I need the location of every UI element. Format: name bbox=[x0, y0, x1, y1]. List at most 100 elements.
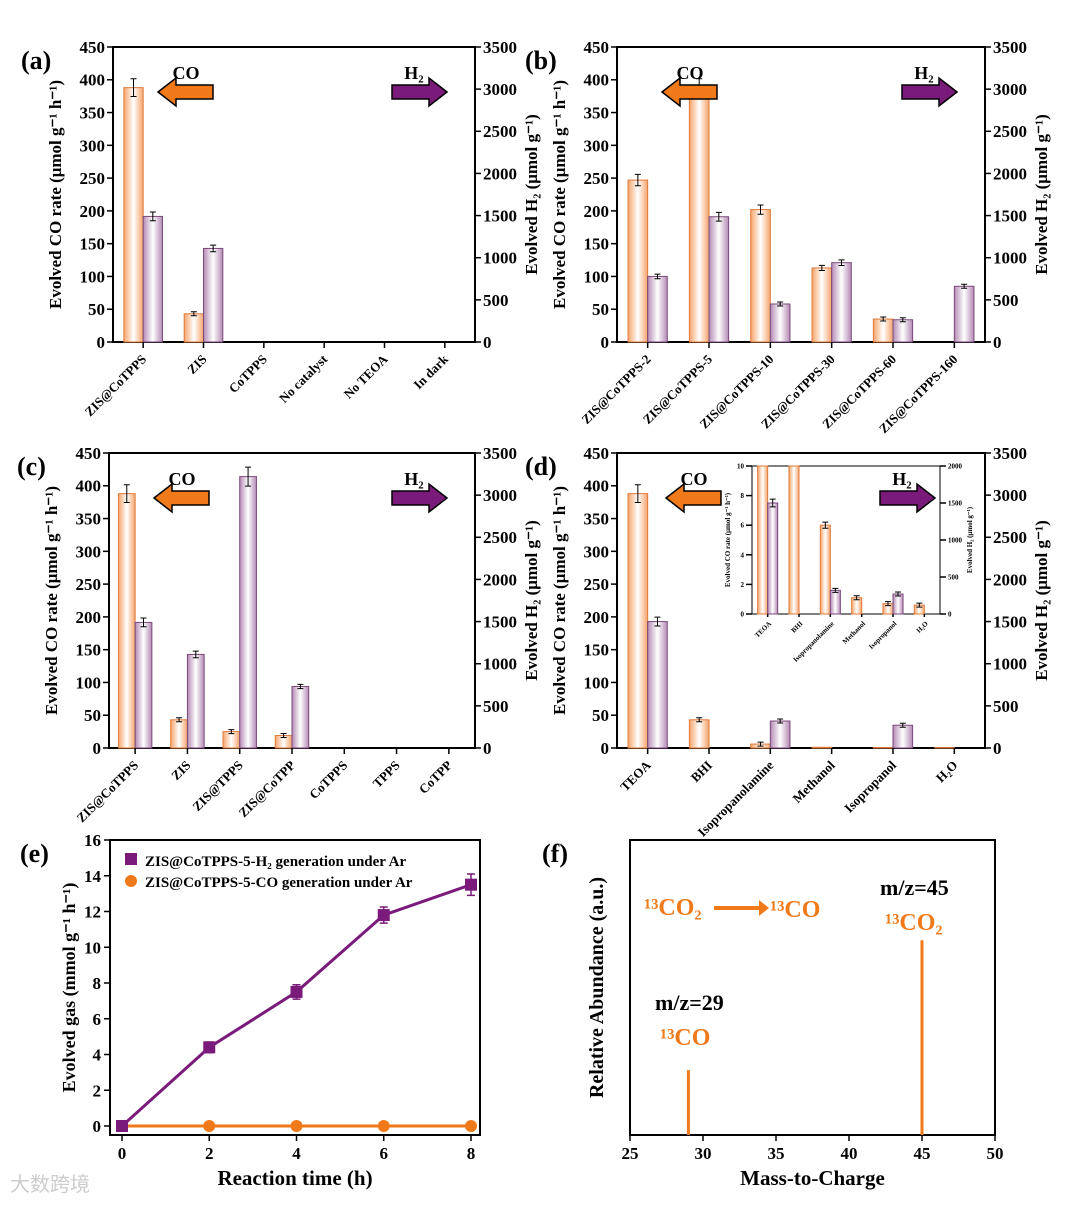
co-arrow bbox=[664, 482, 722, 514]
y-axis-tick-label: 0 bbox=[601, 333, 610, 352]
y-axis-tick-label: 300 bbox=[80, 136, 106, 155]
bar-co bbox=[750, 209, 771, 343]
y-axis-tick-label: 250 bbox=[80, 169, 106, 188]
plot-frame bbox=[751, 465, 941, 615]
y-axis-tick-label: 150 bbox=[584, 641, 610, 660]
x-tick-label: 2 bbox=[205, 1144, 214, 1163]
error-bar bbox=[280, 733, 287, 739]
y2-axis-tick-label: 2000 bbox=[483, 164, 517, 183]
x-tick-label: 50 bbox=[987, 1144, 1004, 1163]
y2-axis-tick-label: 0 bbox=[993, 739, 1002, 758]
y-axis-tick-label: 400 bbox=[584, 477, 610, 496]
y2-axis-tick-label: 500 bbox=[993, 697, 1019, 716]
y-axis-tick-label: 100 bbox=[80, 267, 106, 286]
y-axis-tick-label: 50 bbox=[84, 706, 101, 725]
y2-axis-tick-label: 2500 bbox=[483, 122, 517, 141]
bar-h2 bbox=[203, 247, 224, 343]
y-tick-label: 0 bbox=[93, 1117, 102, 1136]
peak2-label: ¹³CO₂ bbox=[885, 910, 943, 936]
y-axis-title: Evolved CO rate (μmol g⁻¹ h⁻¹) bbox=[550, 80, 569, 309]
y-tick-label: 2 bbox=[93, 1081, 102, 1100]
y-axis-title: Relative Abundance (a.u.) bbox=[586, 877, 608, 1098]
y-axis-tick-label: 300 bbox=[76, 542, 102, 561]
x-tick-label: CoTPPS bbox=[306, 758, 350, 802]
error-bar bbox=[149, 211, 156, 222]
panel-label: (e) bbox=[20, 839, 49, 868]
error-bar bbox=[654, 273, 661, 280]
y2-axis-tick-label: 1000 bbox=[483, 655, 517, 674]
x-tick-label: 8 bbox=[467, 1144, 476, 1163]
x-tick-label: 6 bbox=[380, 1144, 389, 1163]
x-tick-label: No catalyst bbox=[276, 351, 331, 406]
y-axis-tick-label: 350 bbox=[584, 104, 610, 123]
error-bar bbox=[228, 729, 235, 735]
y-tick-label: 12 bbox=[84, 903, 101, 922]
y2-axis-tick-label: 1500 bbox=[483, 613, 517, 632]
data-point bbox=[465, 1120, 477, 1132]
h2-arrow bbox=[901, 76, 959, 108]
plot-frame bbox=[112, 46, 476, 343]
y-tick-label: 4 bbox=[93, 1046, 102, 1065]
y-axis-tick-label: 400 bbox=[76, 477, 102, 496]
y2-axis-tick-label: 3000 bbox=[483, 80, 517, 99]
x-tick-label: Methanol bbox=[789, 757, 838, 806]
co-arrow bbox=[156, 76, 214, 108]
x-tick-label: TPPS bbox=[370, 758, 403, 791]
y2-axis-title: Evolved H₂ (μmol g⁻¹) bbox=[522, 520, 541, 681]
plot-frame bbox=[109, 839, 481, 1136]
error-bar bbox=[654, 616, 661, 627]
bar-h2 bbox=[186, 653, 205, 749]
error-bar bbox=[634, 173, 641, 187]
bar-co bbox=[811, 267, 833, 343]
y-axis-tick-label: 300 bbox=[584, 136, 610, 155]
y2-axis-tick-label: 2500 bbox=[483, 528, 517, 547]
error-bar bbox=[880, 316, 887, 322]
x-tick-label: BHI bbox=[688, 758, 715, 785]
y-axis-tick-label: 450 bbox=[584, 38, 610, 57]
error-bar bbox=[192, 650, 199, 659]
bar-co bbox=[872, 318, 894, 343]
y-axis-tick-label: 0 bbox=[97, 333, 106, 352]
error-bar bbox=[895, 591, 902, 597]
y-axis-title: Evolved CO rate (μmol g⁻¹ h⁻¹) bbox=[42, 486, 61, 715]
y-axis-tick-label: 100 bbox=[584, 673, 610, 692]
x-tick-label: Methanol bbox=[841, 620, 867, 646]
y2-axis-tick-label: 3500 bbox=[483, 444, 517, 463]
y2-axis-tick-label: 2000 bbox=[948, 462, 963, 470]
h2-arrow bbox=[391, 482, 449, 514]
y-axis-tick-label: 150 bbox=[584, 235, 610, 254]
error-bar bbox=[297, 683, 304, 690]
x-tick-label: Isopropanol bbox=[867, 620, 898, 651]
error-bar bbox=[777, 301, 784, 307]
data-point bbox=[116, 1120, 128, 1132]
x-tick-label: BHI bbox=[790, 620, 805, 635]
co-arrow bbox=[660, 76, 718, 108]
y2-axis-tick-label: 500 bbox=[948, 573, 959, 581]
x-tick-label: ZIS bbox=[184, 352, 209, 377]
error-bar bbox=[818, 264, 825, 272]
x-tick-label: ZIS@CoTPPS bbox=[74, 758, 142, 826]
bar-h2 bbox=[647, 275, 668, 343]
y-axis-tick-label: 0 bbox=[741, 610, 745, 618]
bar-h2 bbox=[767, 502, 779, 615]
x-axis-title: Mass-to-Charge bbox=[740, 1166, 885, 1190]
y2-axis-tick-label: 2000 bbox=[993, 164, 1027, 183]
panel-0: ZIS@CoTPPS ZIS CoTPPS No catalyst No TEOA In … bbox=[21, 46, 541, 419]
error-bar bbox=[715, 211, 722, 222]
y-axis-tick-label: 250 bbox=[76, 575, 102, 594]
h2-arrow bbox=[879, 482, 937, 514]
y2-axis-tick-label: 500 bbox=[993, 291, 1019, 310]
data-point bbox=[377, 1120, 390, 1132]
x-tick-label: ZIS@TPPS bbox=[189, 758, 245, 814]
bar-h2 bbox=[953, 285, 975, 343]
y-axis-tick-label: 450 bbox=[76, 444, 102, 463]
y2-axis-tick-label: 0 bbox=[948, 610, 952, 618]
error-bar bbox=[769, 498, 776, 508]
x-tick-label: 0 bbox=[118, 1144, 127, 1163]
x-tick-label: CoTPP bbox=[416, 757, 455, 796]
y-axis-tick-label: 350 bbox=[80, 104, 106, 123]
y2-axis-tick-label: 1500 bbox=[948, 499, 963, 507]
h2-arrow bbox=[391, 76, 449, 108]
